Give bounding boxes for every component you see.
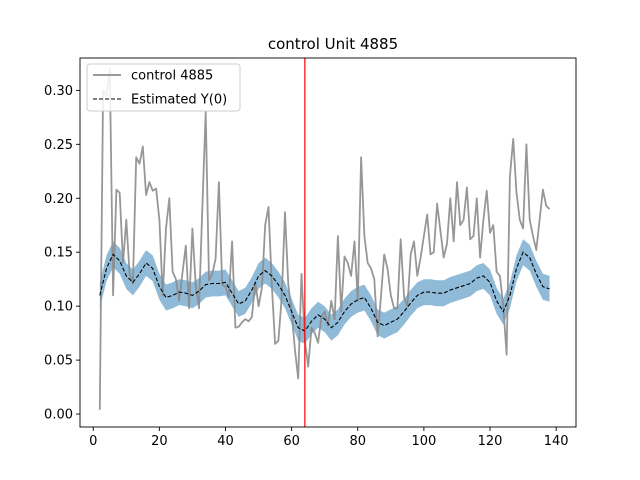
y-tick-label: 0.10 [44, 300, 73, 315]
series-line-estimated-y0 [99, 251, 550, 332]
x-tick-label: 80 [349, 434, 366, 449]
y-tick-label: 0.05 [44, 354, 73, 369]
legend-box [86, 63, 241, 112]
x-tick-label: 0 [89, 434, 97, 449]
x-tick-label: 40 [217, 434, 234, 449]
plot-area [98, 58, 551, 427]
y-tick-label: 0.15 [44, 246, 73, 261]
chart-title: control Unit 4885 [268, 35, 398, 53]
legend-label-estimated-y0: Estimated Y(0) [131, 93, 227, 108]
x-tick-label: 20 [151, 434, 168, 449]
x-tick-label: 100 [411, 434, 436, 449]
legend-label-control-4885: control 4885 [131, 69, 213, 84]
x-tick-label: 60 [283, 434, 300, 449]
series-line-control-4885 [98, 67, 551, 410]
y-tick-label: 0.00 [44, 408, 73, 423]
y-tick-label: 0.25 [44, 138, 73, 153]
legend: control 4885 Estimated Y(0) [86, 63, 241, 112]
axes: 0 20 40 60 80 100 120 140 0.00 0.05 0.10 0.15 0.20 0.… [44, 57, 577, 449]
y-tick-label: 0.20 [44, 192, 73, 207]
x-tick-label: 120 [478, 434, 503, 449]
y-tick-label: 0.30 [44, 84, 73, 99]
x-tick-label: 140 [544, 434, 569, 449]
axes-frame [79, 57, 577, 428]
